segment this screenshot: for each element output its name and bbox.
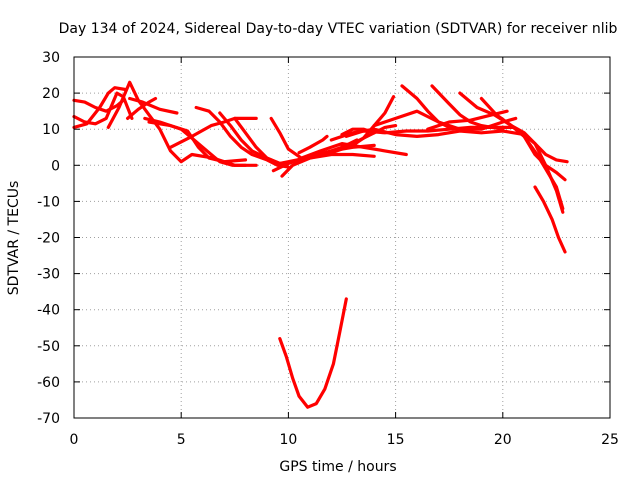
x-tick-label: 25 <box>601 432 619 448</box>
x-tick-labels: 0 5 10 15 20 25 <box>70 432 619 448</box>
x-axis-label: GPS time / hours <box>279 459 396 475</box>
series-track-19 <box>340 124 398 147</box>
series-track-22 <box>372 109 518 131</box>
y-tick-label: 10 <box>42 122 60 138</box>
series-track-28 <box>533 185 567 254</box>
x-tick-label: 5 <box>177 432 186 448</box>
x-tick-label: 20 <box>494 432 512 448</box>
series-track-26 <box>479 96 565 214</box>
y-tick-label: 20 <box>42 86 60 102</box>
series-track-24 <box>430 84 505 131</box>
y-tick-label: -60 <box>37 375 60 391</box>
series-track-13 <box>269 116 408 160</box>
y-tick-label: -40 <box>37 303 60 319</box>
series-track-9 <box>168 116 258 149</box>
y-tick-label: 0 <box>51 158 60 174</box>
series-track-3 <box>72 86 128 129</box>
x-tick-label: 15 <box>387 432 405 448</box>
series-track-10 <box>194 105 290 169</box>
y-tick-label: -50 <box>37 339 60 355</box>
series-track-14 <box>271 143 376 173</box>
series-track-20 <box>329 127 569 164</box>
chart-title: Day 134 of 2024, Sidereal Day-to-day VTE… <box>59 21 618 37</box>
y-tick-label: 30 <box>42 50 60 66</box>
series-track-29 <box>278 297 348 409</box>
series-track-27 <box>426 109 509 131</box>
y-tick-label: -70 <box>37 411 60 427</box>
series-track-5 <box>126 96 158 120</box>
y-tick-label: -10 <box>37 194 60 210</box>
series-track-6 <box>128 96 179 115</box>
series-track-16 <box>297 134 329 155</box>
y-tick-label: -30 <box>37 267 60 283</box>
series-group <box>72 80 569 409</box>
x-tick-label: 10 <box>279 432 297 448</box>
x-tick-label: 0 <box>70 432 79 448</box>
ticks <box>73 56 611 419</box>
series-track-8 <box>147 120 248 164</box>
y-tick-labels: -70 -60 -50 -40 -30 -20 -10 0 10 20 30 <box>37 50 60 427</box>
y-axis-label: SDTVAR / TECUs <box>6 181 22 296</box>
series-track-1 <box>72 98 125 113</box>
y-tick-label: -20 <box>37 231 60 247</box>
